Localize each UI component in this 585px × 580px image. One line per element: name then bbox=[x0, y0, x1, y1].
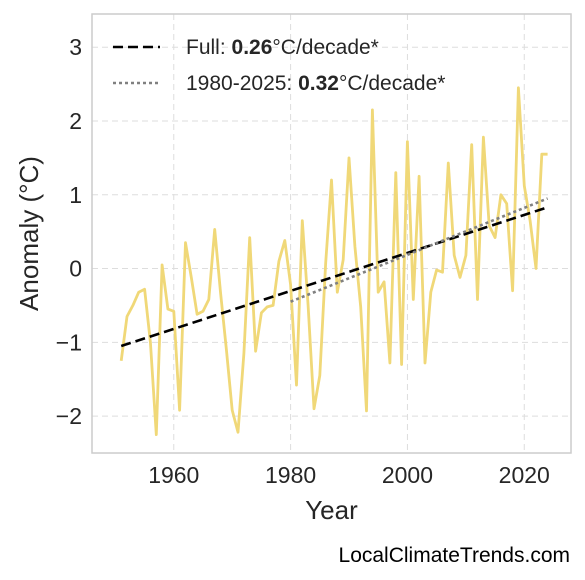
site-credit: LocalClimateTrends.com bbox=[338, 544, 570, 567]
x-tick-label: 2020 bbox=[499, 462, 550, 488]
grid bbox=[92, 14, 571, 453]
y-axis-title: Anomaly (°C) bbox=[14, 156, 44, 311]
anomaly-line bbox=[119, 86, 548, 437]
y-tick-label: −1 bbox=[56, 329, 82, 355]
y-tick-label: 1 bbox=[69, 182, 82, 208]
plot-frame bbox=[91, 13, 572, 454]
x-axis-title: Year bbox=[305, 495, 358, 525]
series-layer bbox=[119, 86, 549, 437]
legend-prefix: Full: bbox=[186, 36, 232, 59]
legend: Full: 0.26°C/decade*1980-2025: 0.32°C/de… bbox=[113, 36, 445, 95]
legend-suffix: °C/decade* bbox=[339, 72, 445, 95]
y-tick-label: 2 bbox=[69, 108, 82, 134]
legend-entry: Full: 0.26°C/decade* bbox=[186, 36, 379, 59]
legend-suffix: °C/decade* bbox=[272, 36, 378, 59]
recent-trend-line bbox=[290, 197, 549, 303]
x-tick-label: 2000 bbox=[382, 462, 433, 488]
y-tick-label: 0 bbox=[69, 256, 82, 282]
legend-rate-value: 0.32 bbox=[298, 72, 339, 95]
x-tick-label: 1960 bbox=[148, 462, 199, 488]
legend-entry: 1980-2025: 0.32°C/decade* bbox=[186, 72, 445, 95]
y-tick-label: −2 bbox=[56, 403, 82, 429]
legend-prefix: 1980-2025: bbox=[186, 72, 298, 95]
tick-labels: 1960 1980 2000 2020 −2 −1 0 1 2 3 bbox=[56, 34, 550, 488]
y-tick-label: 3 bbox=[69, 34, 82, 60]
legend-rate-value: 0.26 bbox=[232, 36, 273, 59]
x-tick-label: 1980 bbox=[265, 462, 316, 488]
